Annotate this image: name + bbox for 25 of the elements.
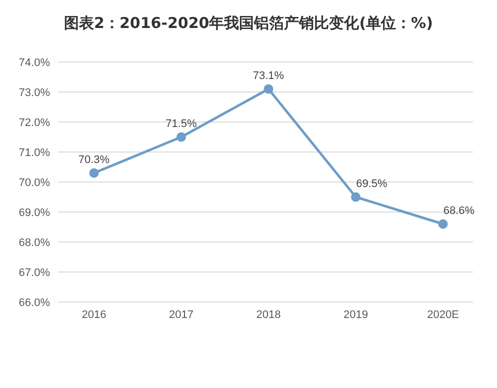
- y-tick-label: 71.0%: [18, 146, 50, 159]
- x-tick-label: 2017: [169, 308, 194, 321]
- y-tick-label: 67.0%: [18, 266, 50, 279]
- point: [264, 84, 274, 94]
- data-label: 70.3%: [78, 154, 110, 166]
- y-tick-label: 73.0%: [18, 86, 50, 99]
- x-tick-label: 2020E: [427, 308, 459, 321]
- data-label: 71.5%: [166, 118, 198, 130]
- chart-title: 图表2：2016-2020年我国铝箔产销比变化(单位：%): [63, 13, 434, 34]
- point: [89, 168, 99, 178]
- point: [351, 192, 360, 202]
- x-tick-label: 2018: [256, 308, 281, 321]
- y-tick-label: 72.0%: [18, 116, 50, 129]
- point: [176, 132, 186, 142]
- data-label: 69.5%: [356, 178, 388, 190]
- y-tick-label: 69.0%: [18, 206, 50, 219]
- data-label: 68.6%: [443, 205, 475, 217]
- y-tick-label: 74.0%: [18, 56, 50, 69]
- y-tick-label: 68.0%: [18, 236, 50, 249]
- x-tick-label: 2016: [82, 308, 106, 321]
- y-tick-label: 66.0%: [18, 296, 50, 309]
- x-tick-label: 2019: [344, 308, 368, 321]
- y-tick-label: 70.0%: [18, 176, 50, 189]
- point: [438, 219, 448, 229]
- data-label: 73.1%: [252, 70, 284, 82]
